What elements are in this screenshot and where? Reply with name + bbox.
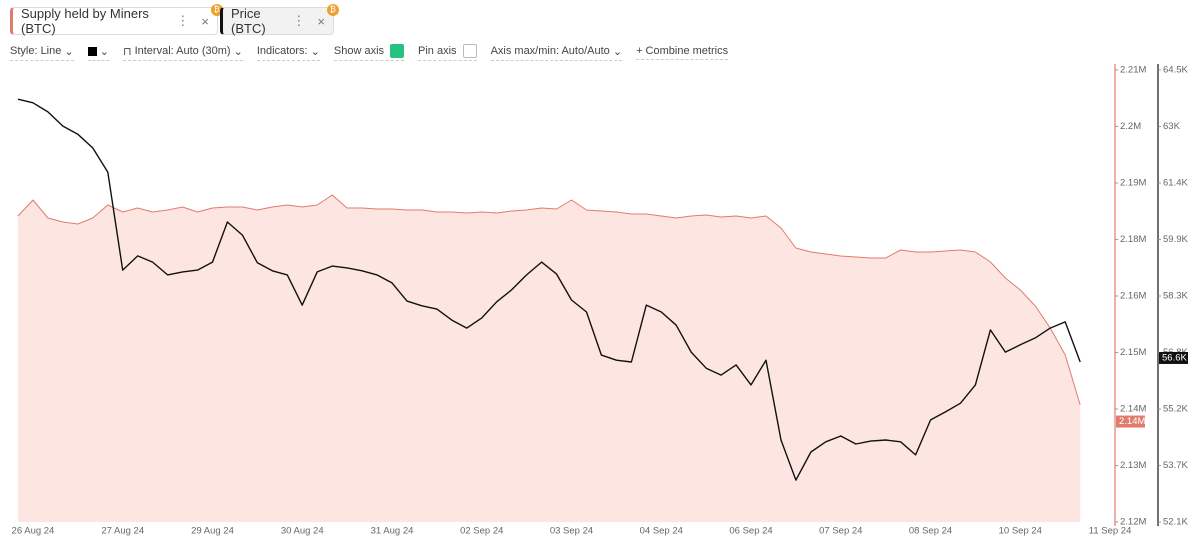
label: Style: Line	[10, 45, 62, 57]
x-tick-label: 03 Sep 24	[550, 526, 593, 537]
axis-minmax[interactable]: Axis max/min: Auto/Auto ⌄	[490, 45, 623, 61]
tab[interactable]: Price (BTC) ⋮ × ₿	[220, 4, 339, 36]
pin-axis[interactable]: Pin axis	[418, 44, 477, 61]
x-tick-label: 10 Sep 24	[999, 526, 1042, 537]
x-tick-label: 11 Sep 24	[1089, 526, 1132, 537]
checkbox[interactable]	[390, 44, 405, 58]
style-select[interactable]: Style: Line ⌄	[10, 45, 74, 61]
y-tick-label: 2.13M	[1120, 460, 1146, 471]
current-value-box	[1116, 415, 1145, 428]
y-tick-label: 2.2M	[1120, 121, 1141, 132]
close-icon[interactable]: ×	[201, 13, 209, 29]
current-value-label: 2.14M	[1119, 416, 1145, 427]
label: Show axis	[333, 45, 385, 57]
label: Axis max/min: Auto/Auto	[490, 45, 610, 57]
y2-tick-label: 59.9K	[1163, 234, 1188, 245]
toolbar: Style: Line ⌄ ⌄ ⊓ Interval: Auto (30m) ⌄…	[10, 44, 742, 61]
y2-tick-label: 63K	[1163, 121, 1181, 132]
y2-tick-label: 61.4K	[1163, 178, 1188, 189]
y-tick-label: 2.14M	[1120, 404, 1146, 415]
menu-icon[interactable]: ⋮	[176, 13, 190, 28]
y2-tick-label: 58.3K	[1163, 291, 1188, 302]
line	[17, 98, 1081, 481]
y2-tick-label: 52.1K	[1163, 517, 1188, 528]
checkbox[interactable]	[462, 44, 477, 58]
y-tick-label: 2.16M	[1120, 291, 1146, 302]
y-tick-label: 2.12M	[1120, 517, 1146, 528]
x-tick-label: 27 Aug 24	[101, 526, 144, 537]
x-tick-label: 29 Aug 24	[191, 526, 234, 537]
y2-tick-label: 55.2K	[1163, 404, 1188, 415]
current-value-box	[1159, 351, 1188, 364]
coin-icon: ₿	[327, 4, 339, 16]
indicators-select[interactable]: Indicators: ⌄	[256, 45, 320, 61]
label: Pin axis	[418, 45, 457, 57]
label: Combine metrics	[645, 45, 729, 57]
tab-label: Supply held by Miners (BTC)	[21, 6, 149, 36]
y2-tick-label: 64.5K	[1163, 65, 1188, 76]
current-value-label: 56.6K	[1162, 352, 1187, 363]
area	[18, 195, 1081, 522]
y-tick-label: 2.18M	[1120, 234, 1146, 245]
x-tick-label: 30 Aug 24	[281, 526, 324, 537]
x-tick-label: 06 Sep 24	[729, 526, 772, 537]
line	[17, 194, 1081, 406]
x-tick-label: 08 Sep 24	[909, 526, 952, 537]
show-axis[interactable]: Show axis	[333, 44, 405, 61]
close-icon[interactable]: ×	[317, 13, 325, 29]
x-tick-label: 26 Aug 24	[12, 526, 55, 537]
y-tick-label: 2.21M	[1120, 65, 1146, 76]
y-tick-label: 2.19M	[1120, 178, 1146, 189]
x-tick-label: 31 Aug 24	[371, 526, 414, 537]
y2-tick-label: 53.7K	[1163, 460, 1188, 471]
label: Interval: Auto (30m)	[134, 45, 231, 57]
y-tick-label: 2.15M	[1120, 347, 1146, 358]
interval-select[interactable]: ⊓ Interval: Auto (30m) ⌄	[122, 45, 243, 61]
combine-metrics[interactable]: + Combine metrics	[636, 45, 729, 60]
menu-icon[interactable]: ⋮	[292, 13, 306, 28]
color-select[interactable]: ⌄	[87, 45, 109, 61]
x-tick-label: 04 Sep 24	[640, 526, 683, 537]
tab-label: Price (BTC)	[231, 6, 266, 36]
label: Indicators:	[256, 45, 308, 57]
x-tick-label: 02 Sep 24	[460, 526, 503, 537]
x-tick-label: 07 Sep 24	[819, 526, 862, 537]
